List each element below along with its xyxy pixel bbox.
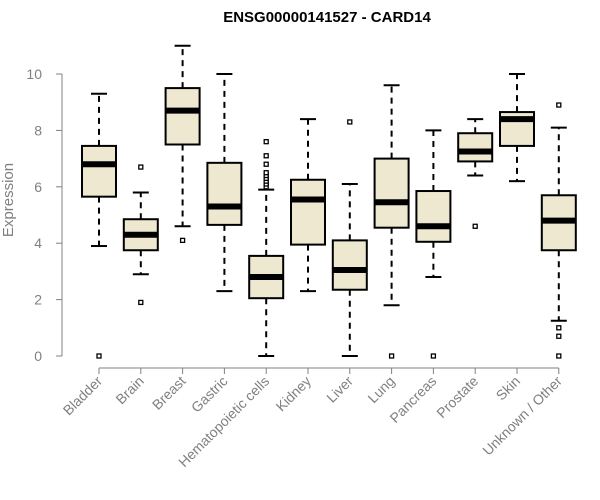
x-tick-label-7: Lung xyxy=(364,373,397,406)
y-tick-label-0: 0 xyxy=(34,348,42,364)
y-axis-label: Expression xyxy=(0,163,17,237)
iqr-box xyxy=(164,87,201,146)
box-2 xyxy=(164,44,201,244)
box-3 xyxy=(206,73,243,293)
y-tick-label-6: 6 xyxy=(34,179,42,195)
outlier-point xyxy=(347,119,353,125)
outlier-point xyxy=(556,353,562,359)
box-9 xyxy=(457,118,494,229)
box-4 xyxy=(248,139,285,357)
y-tick-label-2: 2 xyxy=(34,292,42,308)
x-tick-label-9: Prostate xyxy=(433,373,481,421)
outlier-point xyxy=(556,333,562,339)
box-0 xyxy=(81,92,117,359)
iqr-box xyxy=(290,178,326,246)
outlier-point xyxy=(263,153,269,159)
y-axis: 0 2 4 6 8 10 xyxy=(26,66,63,364)
box-1 xyxy=(122,164,159,306)
iqr-box xyxy=(331,239,368,291)
y-tick-label-10: 10 xyxy=(26,66,42,82)
box-10 xyxy=(499,73,535,183)
outlier-point xyxy=(556,325,562,331)
iqr-box xyxy=(415,190,452,243)
outlier-point xyxy=(430,353,437,359)
iqr-box xyxy=(206,161,243,226)
x-tick-label-10: Skin xyxy=(493,373,524,404)
y-tick-label-8: 8 xyxy=(34,122,42,138)
iqr-box xyxy=(373,157,410,229)
box-5 xyxy=(290,118,326,293)
x-tick-label-2: Breast xyxy=(149,373,189,413)
box-plot-series xyxy=(81,44,577,359)
x-tick-label-5: Kidney xyxy=(273,373,315,415)
outlier-point xyxy=(556,102,562,108)
outlier-point xyxy=(263,139,269,145)
box-6 xyxy=(331,119,368,357)
x-tick-label-6: Liver xyxy=(323,373,356,406)
outlier-point xyxy=(96,353,102,359)
outlier-point xyxy=(138,299,144,306)
iqr-box xyxy=(81,144,117,198)
x-tick-label-0: Bladder xyxy=(60,373,106,419)
outlier-point xyxy=(472,223,478,229)
outlier-point xyxy=(138,164,144,170)
outlier-point xyxy=(263,161,269,167)
box-7 xyxy=(373,84,410,359)
outlier-point xyxy=(263,170,269,176)
outlier-point xyxy=(388,353,395,359)
box-11 xyxy=(540,102,577,359)
x-tick-label-1: Brain xyxy=(112,373,146,407)
x-tick-label-11: Unknown / Other xyxy=(479,373,565,459)
chart-title: ENSG00000141527 - CARD14 xyxy=(223,9,431,26)
box-8 xyxy=(415,129,452,359)
outlier-point xyxy=(179,237,186,244)
y-tick-label-4: 4 xyxy=(34,235,42,251)
iqr-box xyxy=(457,132,494,163)
